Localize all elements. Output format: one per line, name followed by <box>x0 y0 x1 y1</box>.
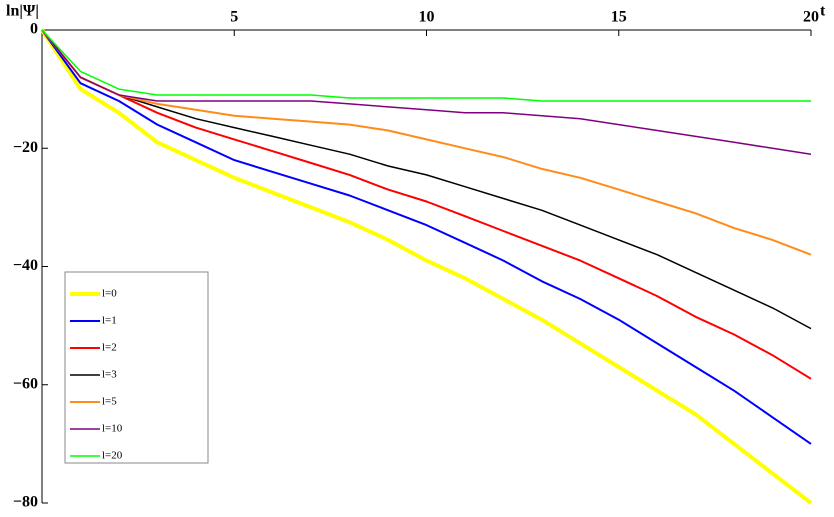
x-tick-label: 5 <box>230 9 238 26</box>
series-line <box>41 29 812 155</box>
x-tick-label: 20 <box>803 9 819 26</box>
legend-label: l=1 <box>102 315 117 327</box>
series-line <box>41 29 812 380</box>
legend-label: l=10 <box>102 423 123 435</box>
y-axis-label: ln|Ψ| <box>6 3 39 20</box>
series-line <box>41 29 811 102</box>
y-tick-label: −20 <box>13 139 38 156</box>
x-tick-label: 10 <box>419 9 435 26</box>
x-axis-label: t <box>820 3 826 20</box>
legend-label: l=20 <box>102 450 123 462</box>
x-tick-label: 15 <box>611 9 627 26</box>
legend: l=0 l=1 l=2 l=3 l=5 l=10 l=20 <box>64 271 209 464</box>
legend-box <box>64 271 209 464</box>
series-line <box>41 29 812 330</box>
y-tick-label: 0 <box>30 21 38 38</box>
legend-label: l=2 <box>102 342 117 354</box>
y-tick-label: −80 <box>13 494 38 511</box>
y-tick-label: −60 <box>13 375 38 392</box>
series-line <box>41 29 812 445</box>
series-line <box>41 29 812 256</box>
legend-label: l=5 <box>102 396 117 408</box>
legend-label: l=3 <box>102 369 117 381</box>
series-line <box>40 28 813 505</box>
y-tick-label: −40 <box>13 257 38 274</box>
legend-label: l=0 <box>102 288 117 300</box>
